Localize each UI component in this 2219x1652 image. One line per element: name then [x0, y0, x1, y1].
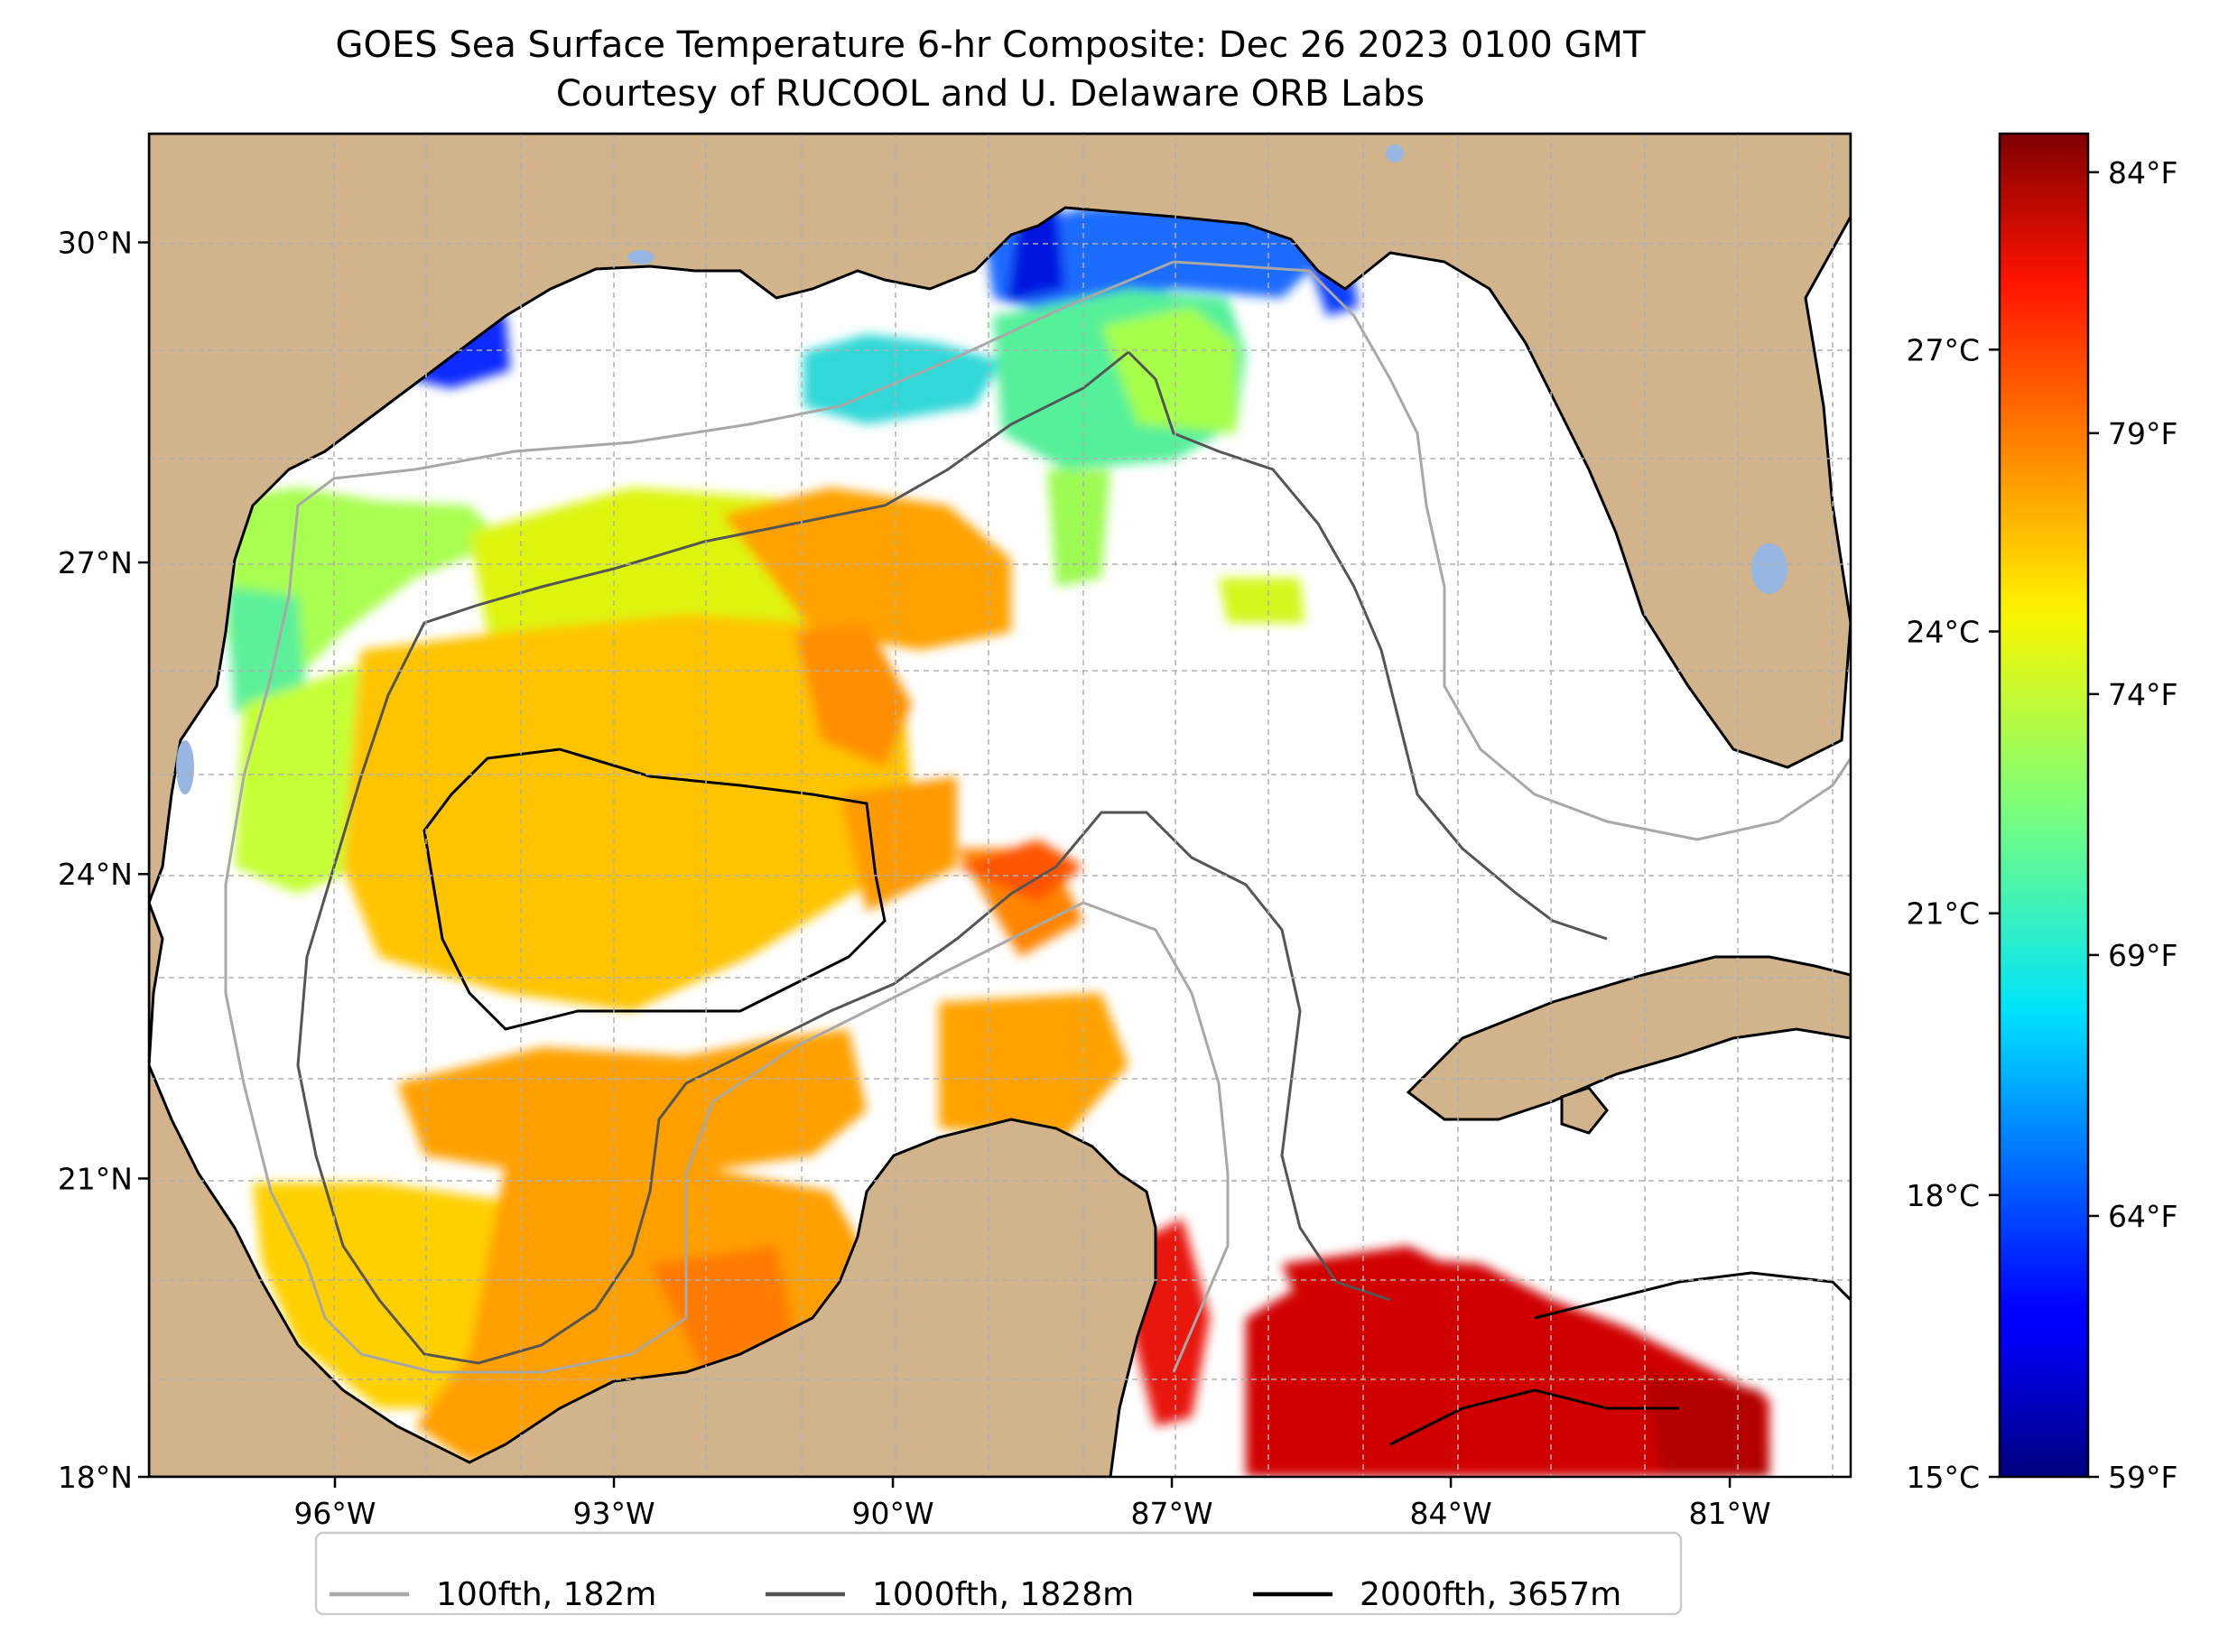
sst-patch-east-central [1219, 578, 1304, 623]
isobaths [224, 260, 1851, 1446]
lon-tick-label: 93°W [572, 1496, 655, 1531]
lake-alabama [1386, 144, 1404, 162]
land-mexico [149, 902, 1157, 1477]
lat-tick-label: 21°N [58, 1161, 133, 1196]
lake-sabine [627, 250, 655, 265]
lon-tick-label: 90°W [851, 1496, 933, 1531]
colorbar-c-label: 27°C [1906, 332, 1980, 367]
land-isle-of-youth [1560, 1086, 1609, 1135]
isobath-1000fth [296, 350, 1608, 1365]
legend-label-1000fth: 1000fth, 1828m [872, 1576, 1134, 1613]
sst-patch-loop-current [957, 840, 1083, 903]
colorbar-c-label: 21°C [1906, 896, 1980, 932]
colorbar-c-label: 18°C [1906, 1178, 1980, 1213]
map-title: GOES Sea Surface Temperature 6-hr Compos… [335, 24, 1646, 66]
sst-patch-central-gulf [343, 614, 912, 1011]
latitude-axis: 30°N 27°N 24°N 21°N 18°N [58, 226, 149, 1495]
lon-tick-label: 96°W [293, 1496, 376, 1531]
map-subtitle: Courtesy of RUCOOL and U. Delaware ORB L… [556, 73, 1425, 115]
lon-tick-label: 81°W [1689, 1496, 1771, 1531]
sst-patch-texas-shelf [226, 587, 307, 713]
lat-tick-label: 30°N [58, 226, 133, 261]
lon-tick-label: 87°W [1130, 1496, 1212, 1531]
legend-label-100fth: 100fth, 182m [436, 1576, 656, 1613]
colorbar-c-label: 24°C [1906, 614, 1980, 649]
isobath-100fth [224, 260, 1851, 1374]
lake-texas [176, 740, 194, 794]
colorbar-f-label: 84°F [2108, 155, 2177, 190]
map-frame [147, 132, 1852, 1479]
legend: 100fth, 182m 1000fth, 1828m 2000fth, 365… [314, 1531, 1683, 1616]
lon-tick-label: 84°W [1410, 1496, 1492, 1531]
colorbar-f-label: 79°F [2108, 416, 2177, 451]
lat-tick-label: 27°N [58, 545, 133, 580]
isobath-2000fth [422, 747, 1851, 1446]
lat-tick-label: 18°N [58, 1460, 133, 1495]
lakes [176, 144, 1787, 794]
gridlines [149, 134, 1851, 1477]
sst-patch-eddy-north [794, 623, 912, 767]
lake-okeechobee [1751, 543, 1787, 594]
sst-patch-mississippi-coast [984, 203, 1318, 316]
map-area [149, 134, 1851, 1477]
legend-box [314, 1531, 1683, 1616]
colorbar [1998, 132, 2090, 1479]
land-cuba [1406, 955, 1851, 1121]
colorbar-c-label: 15°C [1906, 1460, 1980, 1495]
colorbar-celsius-axis: 27°C 24°C 21°C 18°C 15°C [1906, 332, 2000, 1495]
colorbar-fahrenheit-axis: 84°F 79°F 74°F 69°F 64°F 59°F [2088, 155, 2177, 1495]
sst-patch-caribbean-north [1282, 1246, 1481, 1327]
colorbar-f-label: 74°F [2108, 677, 2177, 712]
sst-patch-south-band [397, 1029, 867, 1174]
lat-tick-label: 24°N [58, 857, 133, 892]
sst-patch-campeche-north [939, 993, 1128, 1137]
sst-patch-desoto [1047, 469, 1110, 587]
land [149, 134, 1851, 1477]
longitude-axis: 96°W 93°W 90°W 87°W 84°W 81°W [293, 1477, 1771, 1531]
colorbar-f-label: 69°F [2108, 938, 2177, 973]
legend-label-2000fth: 2000fth, 3657m [1360, 1576, 1621, 1613]
sst-patch-eddy-east [840, 776, 957, 912]
colorbar-f-label: 64°F [2108, 1199, 2177, 1234]
colorbar-f-label: 59°F [2108, 1460, 2177, 1495]
sst-patch-loop-current-west [722, 487, 1011, 650]
land-us-gulf-coast [149, 134, 1851, 904]
sst-patch-ne-shelf [1101, 307, 1237, 433]
